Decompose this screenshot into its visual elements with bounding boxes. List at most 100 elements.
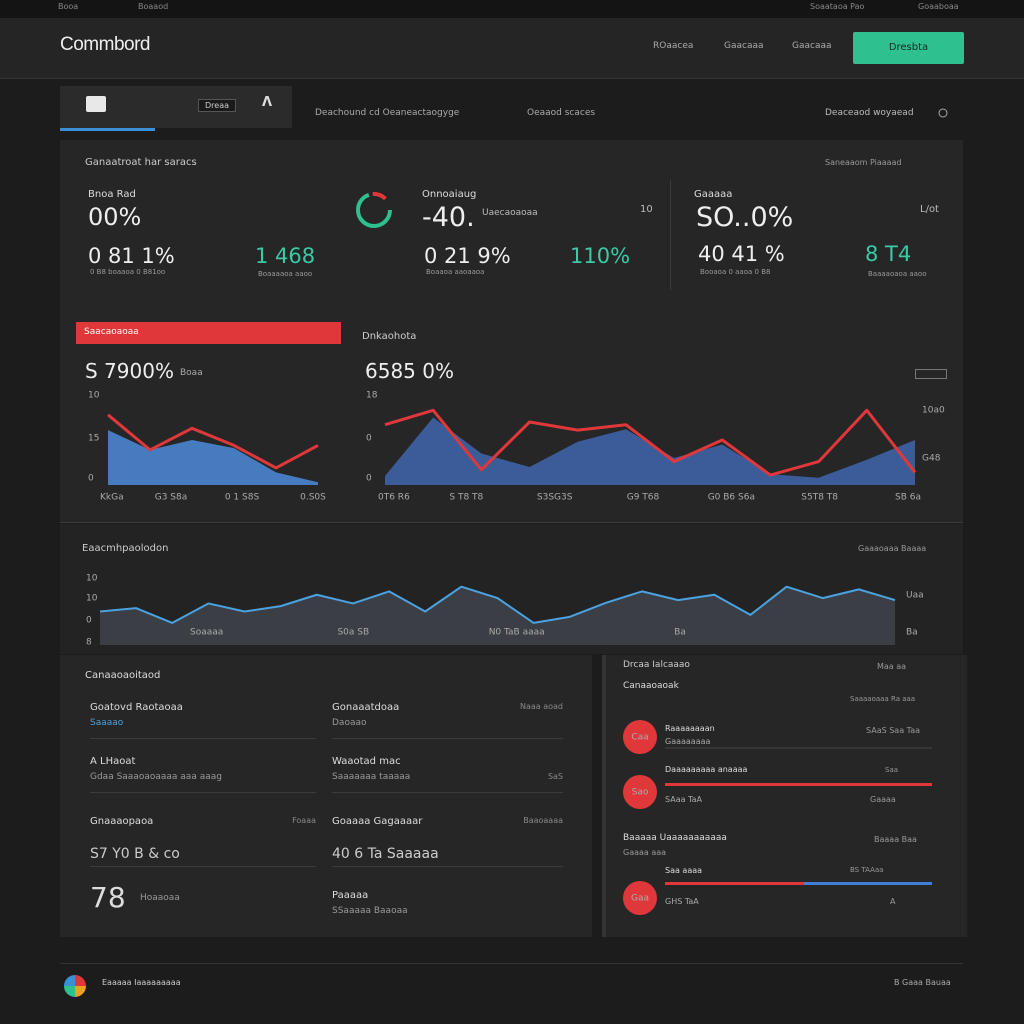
field-value: Saaaaaaa taaaaa <box>332 772 411 782</box>
field-label: A LHaoat <box>90 756 136 767</box>
link[interactable]: Baaaa Baa <box>874 835 917 844</box>
kpi-accent: 1 468 <box>255 244 316 268</box>
primary-button[interactable]: Dresbta <box>853 32 964 64</box>
field-label: Gonaaatdoaa <box>332 702 400 713</box>
footer-link[interactable]: B Gaaa Bauaa <box>894 978 951 987</box>
tab[interactable]: Oeaaod scaces <box>527 108 596 118</box>
label: Booa <box>58 2 79 11</box>
field-note: Naaa aoad <box>519 702 563 711</box>
kpi-corner: L/ot <box>920 204 939 215</box>
field-value: Daoaao <box>332 718 367 728</box>
kpi-label: Bnoa Rad <box>88 189 136 200</box>
field-note: Baaoaaaa <box>523 816 563 825</box>
divider <box>332 738 563 739</box>
item-note: Gaaaa <box>870 795 896 804</box>
section-title: Ganaatroat har saracs <box>85 157 197 168</box>
field-label: Goaaaa Gagaaaar <box>332 816 423 827</box>
link[interactable]: Saneaaom Piaaaad <box>825 158 902 167</box>
kpi-accent: 110% <box>570 244 631 268</box>
divider <box>90 792 316 793</box>
kpi-caption: Booaoa 0 aaoa 0 B8 <box>700 268 771 276</box>
field-value: Gdaa Saaaoaoaaaa aaa aaag <box>90 772 222 782</box>
tab-underline <box>60 128 155 131</box>
label: Goaaboaa <box>918 2 959 11</box>
caption: Gaaaa aaa <box>623 848 667 857</box>
kpi-caption: 0 B8 boaaoa 0 B81oo <box>90 268 166 276</box>
chart-control[interactable] <box>915 369 947 379</box>
tab[interactable]: Deachound cd Oeaneactaogyge <box>315 108 460 118</box>
chart-headline: 6585 0% <box>365 359 454 383</box>
kpi-note: Uaecaoaoaa <box>482 208 538 218</box>
kpi-caption: Boaaoa aaoaaoa <box>426 268 485 276</box>
top-bar <box>0 0 1024 18</box>
footer-divider <box>60 963 963 964</box>
chart-title: Dnkaohota <box>362 331 417 342</box>
subtitle: Baaaaa Uaaaaaaaaaaa <box>623 833 727 843</box>
banner-text: Saacaoaoaa <box>84 327 139 337</box>
kpi-sub-value: 0 21 9% <box>424 244 511 268</box>
label: Boaaod <box>138 2 169 11</box>
section-title: Eaacmhpaolodon <box>82 543 169 554</box>
item-note: BS TAAaa <box>850 866 884 874</box>
item-note: A <box>890 897 896 906</box>
item-title: Raaaaaaaan <box>665 724 715 733</box>
kpi-caption: Boaaaaoa aaoo <box>258 270 313 278</box>
footer-text: Eaaaaa Iaaaaaaaaa <box>102 978 181 987</box>
tab-glyph: Λ <box>262 95 273 110</box>
divider <box>90 738 316 739</box>
subtitle: Canaaoaoak <box>623 681 679 691</box>
section-title: Canaaoaoitaod <box>85 670 161 681</box>
field-note: Foaaa <box>292 816 316 825</box>
field-label: Gnaaaopaoa <box>90 816 154 827</box>
field-value: S7 Y0 B & co <box>90 846 180 862</box>
field-label: Goatovd Raotaoaa <box>90 702 183 713</box>
kpi-value: 00% <box>88 203 142 231</box>
field-value: SSaaaaa Baaoaa <box>332 906 408 916</box>
activity-panel <box>602 655 967 937</box>
tab-link[interactable]: Deaceaod woyaead <box>825 108 914 118</box>
kpi-label: Onnoaiaug <box>422 189 477 200</box>
section-title: Drcaa Ialcaaao <box>623 660 690 670</box>
link[interactable]: Gaaaoaaa Baaaa <box>858 544 927 553</box>
kpi-sub-value: 40 41 % <box>698 242 785 266</box>
nav-link[interactable]: Gaacaaa <box>724 41 764 51</box>
field-note: SaS <box>547 772 563 781</box>
divider <box>332 866 563 867</box>
item-sub: Gaaaaaaaa <box>665 737 711 746</box>
field-value: Hoaaoaa <box>140 893 180 903</box>
kpi-value: -40. <box>422 202 475 233</box>
divider <box>90 866 316 867</box>
kpi-corner: 10 <box>640 204 653 215</box>
tab-badge: Dreaa <box>198 99 236 113</box>
label: Soaataoa Pao <box>810 2 865 11</box>
kpi-caption: Baaaaoaoa aaoo <box>868 270 927 278</box>
divider <box>670 180 671 290</box>
divider <box>332 792 563 793</box>
banner <box>76 322 341 344</box>
item-sub: SAaa TaA <box>665 795 702 804</box>
logo: Commbord <box>60 34 150 55</box>
kpi-accent: 8 T4 <box>865 242 912 266</box>
nav-link[interactable]: Gaacaaa <box>792 41 832 51</box>
info-icon <box>938 108 948 118</box>
divider <box>60 522 963 523</box>
tab-icon <box>86 96 106 112</box>
kpi-sub-value: 0 81 1% <box>88 244 175 268</box>
kpi-value: SO..0% <box>696 202 794 233</box>
chart-note: Boaa <box>180 368 203 378</box>
caption: Saaaaoaaa Ra aaa <box>850 695 916 703</box>
item-note: Saa <box>885 766 899 774</box>
field-label: Waaotad mac <box>332 756 401 767</box>
field-value: Saaaao <box>90 718 124 728</box>
kpi-label: Gaaaaa <box>694 189 733 200</box>
item-sub: GHS TaA <box>665 897 699 906</box>
field-label: 78 <box>90 881 126 914</box>
trend-panel <box>60 524 963 654</box>
item-title: Daaaaaaaaa anaaaa <box>665 765 748 774</box>
nav-link[interactable]: ROaacea <box>653 41 694 51</box>
item-note: SAaS Saa Taa <box>866 726 921 735</box>
field-label: Paaaaa <box>332 890 369 901</box>
link[interactable]: Maa aa <box>877 662 907 671</box>
footer-logo <box>64 975 86 997</box>
